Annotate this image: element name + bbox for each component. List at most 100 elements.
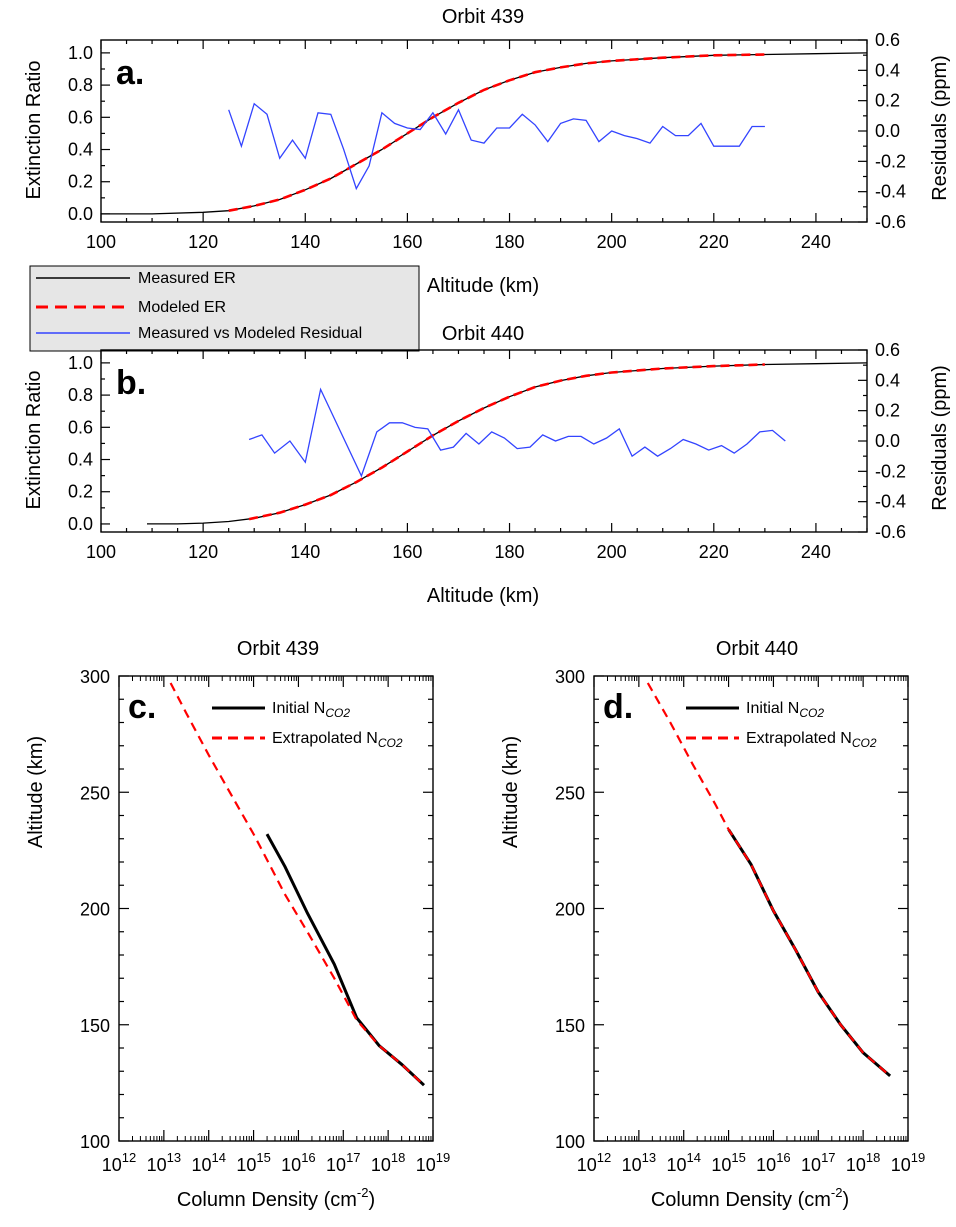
y-tick-label: 0.6	[68, 417, 93, 437]
legend-label-modeled-er: Modeled ER	[138, 299, 226, 316]
legend-label-extrapolated: Extrapolated NCO2	[746, 730, 877, 750]
y-tick-label: 250	[80, 783, 110, 803]
x-tick-label: 180	[495, 232, 525, 252]
y-tick-label: 100	[80, 1132, 110, 1152]
y-tick-label: 150	[80, 1016, 110, 1036]
x-tick-label: 220	[699, 542, 729, 562]
y-axis-label: Altitude (km)	[25, 736, 47, 848]
x-tick-label: 1019	[891, 1150, 926, 1175]
y-tick-label: 150	[555, 1016, 585, 1036]
y-tick-label: 100	[555, 1132, 585, 1152]
chart-panel-c: Orbit 439 1012 1013 1014 1015 1016 1017 1018 10…	[25, 638, 450, 1211]
series-lines	[169, 682, 426, 1087]
x-tick-label: 1018	[846, 1150, 881, 1175]
chart-title: Orbit 440	[716, 638, 798, 660]
y-tick-label: 0.4	[68, 450, 93, 470]
x-tick-label: 200	[597, 542, 627, 562]
x-tick-label: 1013	[147, 1150, 182, 1175]
axis-ticks	[118, 675, 434, 1142]
series-measured-vs-modeled-residual	[248, 387, 786, 478]
legend: Initial NCO2 Extrapolated NCO2	[212, 700, 403, 750]
series-lines	[646, 682, 892, 1078]
y-tick-label: 0.6	[68, 107, 93, 127]
series-measured-vs-modeled-residual	[228, 102, 765, 191]
y-tick-label: 0.4	[68, 140, 93, 160]
series-extrapolated-n-co2	[646, 682, 891, 1077]
chart-panel-d: Orbit 440 1012 1013 1014 1015 1016 1017 1018 10…	[500, 638, 925, 1211]
y2-tick-label: -0.6	[875, 212, 906, 232]
chart-title: Orbit 440	[442, 323, 524, 345]
panel-label: c.	[128, 688, 156, 726]
legend-label-residual: Measured vs Modeled Residual	[138, 325, 362, 342]
x-tick-label: 1012	[577, 1150, 612, 1175]
panel-label: d.	[603, 688, 633, 726]
y2-tick-label: 0.4	[875, 60, 900, 80]
series-measured-er	[147, 362, 868, 525]
y2-axis-label: Residuals (ppm)	[929, 55, 951, 201]
x-tick-label: 180	[495, 542, 525, 562]
x-tick-label: 1019	[416, 1150, 451, 1175]
x-tick-label: 1018	[371, 1150, 406, 1175]
series-extrapolated-n-co2	[169, 682, 425, 1087]
y-tick-label: 200	[555, 900, 585, 920]
y2-tick-label: 0.0	[875, 121, 900, 141]
panel-label: b.	[116, 364, 146, 402]
y2-tick-label: 0.6	[875, 340, 900, 360]
series-lines	[101, 52, 868, 215]
x-tick-label: 1017	[801, 1150, 836, 1175]
y2-tick-label: 0.2	[875, 401, 900, 421]
x-tick-label: 140	[290, 542, 320, 562]
y-tick-label: 200	[80, 900, 110, 920]
x-tick-label: 1016	[756, 1150, 791, 1175]
series-lines	[147, 362, 868, 525]
panel-label: a.	[116, 54, 144, 92]
legend-label-measured-er: Measured ER	[138, 270, 236, 287]
x-tick-label: 1017	[326, 1150, 361, 1175]
x-tick-label: 1012	[102, 1150, 137, 1175]
y-axis-label: Altitude (km)	[500, 736, 522, 848]
series-modeled-er	[228, 53, 765, 212]
x-tick-label: 120	[188, 542, 218, 562]
y-tick-label: 0.2	[68, 482, 93, 502]
y2-tick-label: 0.0	[875, 431, 900, 451]
y-tick-label: 0.0	[68, 204, 93, 224]
y-tick-label: 0.8	[68, 385, 93, 405]
x-axis-label: Column Density (cm-2)	[651, 1185, 849, 1211]
series-modeled-er	[248, 363, 765, 521]
y2-tick-label: -0.2	[875, 151, 906, 171]
y2-tick-label: -0.6	[875, 522, 906, 542]
series-measured-er	[101, 52, 868, 215]
chart-panel-a: Orbit 439 100 120 140 160 180 200 220 240 0.0 0.…	[23, 6, 951, 297]
y-axis-label: Extinction Ratio	[23, 61, 45, 200]
x-tick-label: 1014	[191, 1150, 226, 1175]
series-initial-n-co2	[265, 833, 426, 1087]
y2-axis-label: Residuals (ppm)	[929, 365, 951, 511]
x-tick-label: 140	[290, 232, 320, 252]
y-tick-label: 0.8	[68, 75, 93, 95]
y-tick-label: 1.0	[68, 353, 93, 373]
plot-frame	[100, 39, 868, 223]
y-tick-label: 250	[555, 783, 585, 803]
legend-label-initial: Initial NCO2	[272, 700, 350, 720]
legend: Initial NCO2 Extrapolated NCO2	[686, 700, 877, 750]
x-tick-label: 120	[188, 232, 218, 252]
y-tick-label: 300	[555, 667, 585, 687]
legend-label-extrapolated: Extrapolated NCO2	[272, 730, 403, 750]
x-axis-label: Altitude (km)	[427, 585, 539, 607]
x-tick-label: 160	[392, 232, 422, 252]
x-axis-label: Altitude (km)	[427, 275, 539, 297]
y-tick-label: 1.0	[68, 43, 93, 63]
legend-label-initial: Initial NCO2	[746, 700, 824, 720]
x-tick-label: 1015	[236, 1150, 270, 1175]
y2-tick-label: -0.4	[875, 182, 906, 202]
x-tick-label: 100	[86, 542, 116, 562]
legend: Measured ER Modeled ER Measured vs Model…	[29, 265, 420, 352]
y2-tick-label: -0.4	[875, 492, 906, 512]
y-axis-label: Extinction Ratio	[23, 371, 45, 510]
x-tick-label: 160	[392, 542, 422, 562]
chart-title: Orbit 439	[237, 638, 319, 660]
plot-frame	[100, 349, 868, 533]
chart-panel-b: Orbit 440 100 120 140 160 180 200 220 240 0.0 0.…	[23, 323, 951, 607]
axis-ticks	[100, 39, 868, 223]
